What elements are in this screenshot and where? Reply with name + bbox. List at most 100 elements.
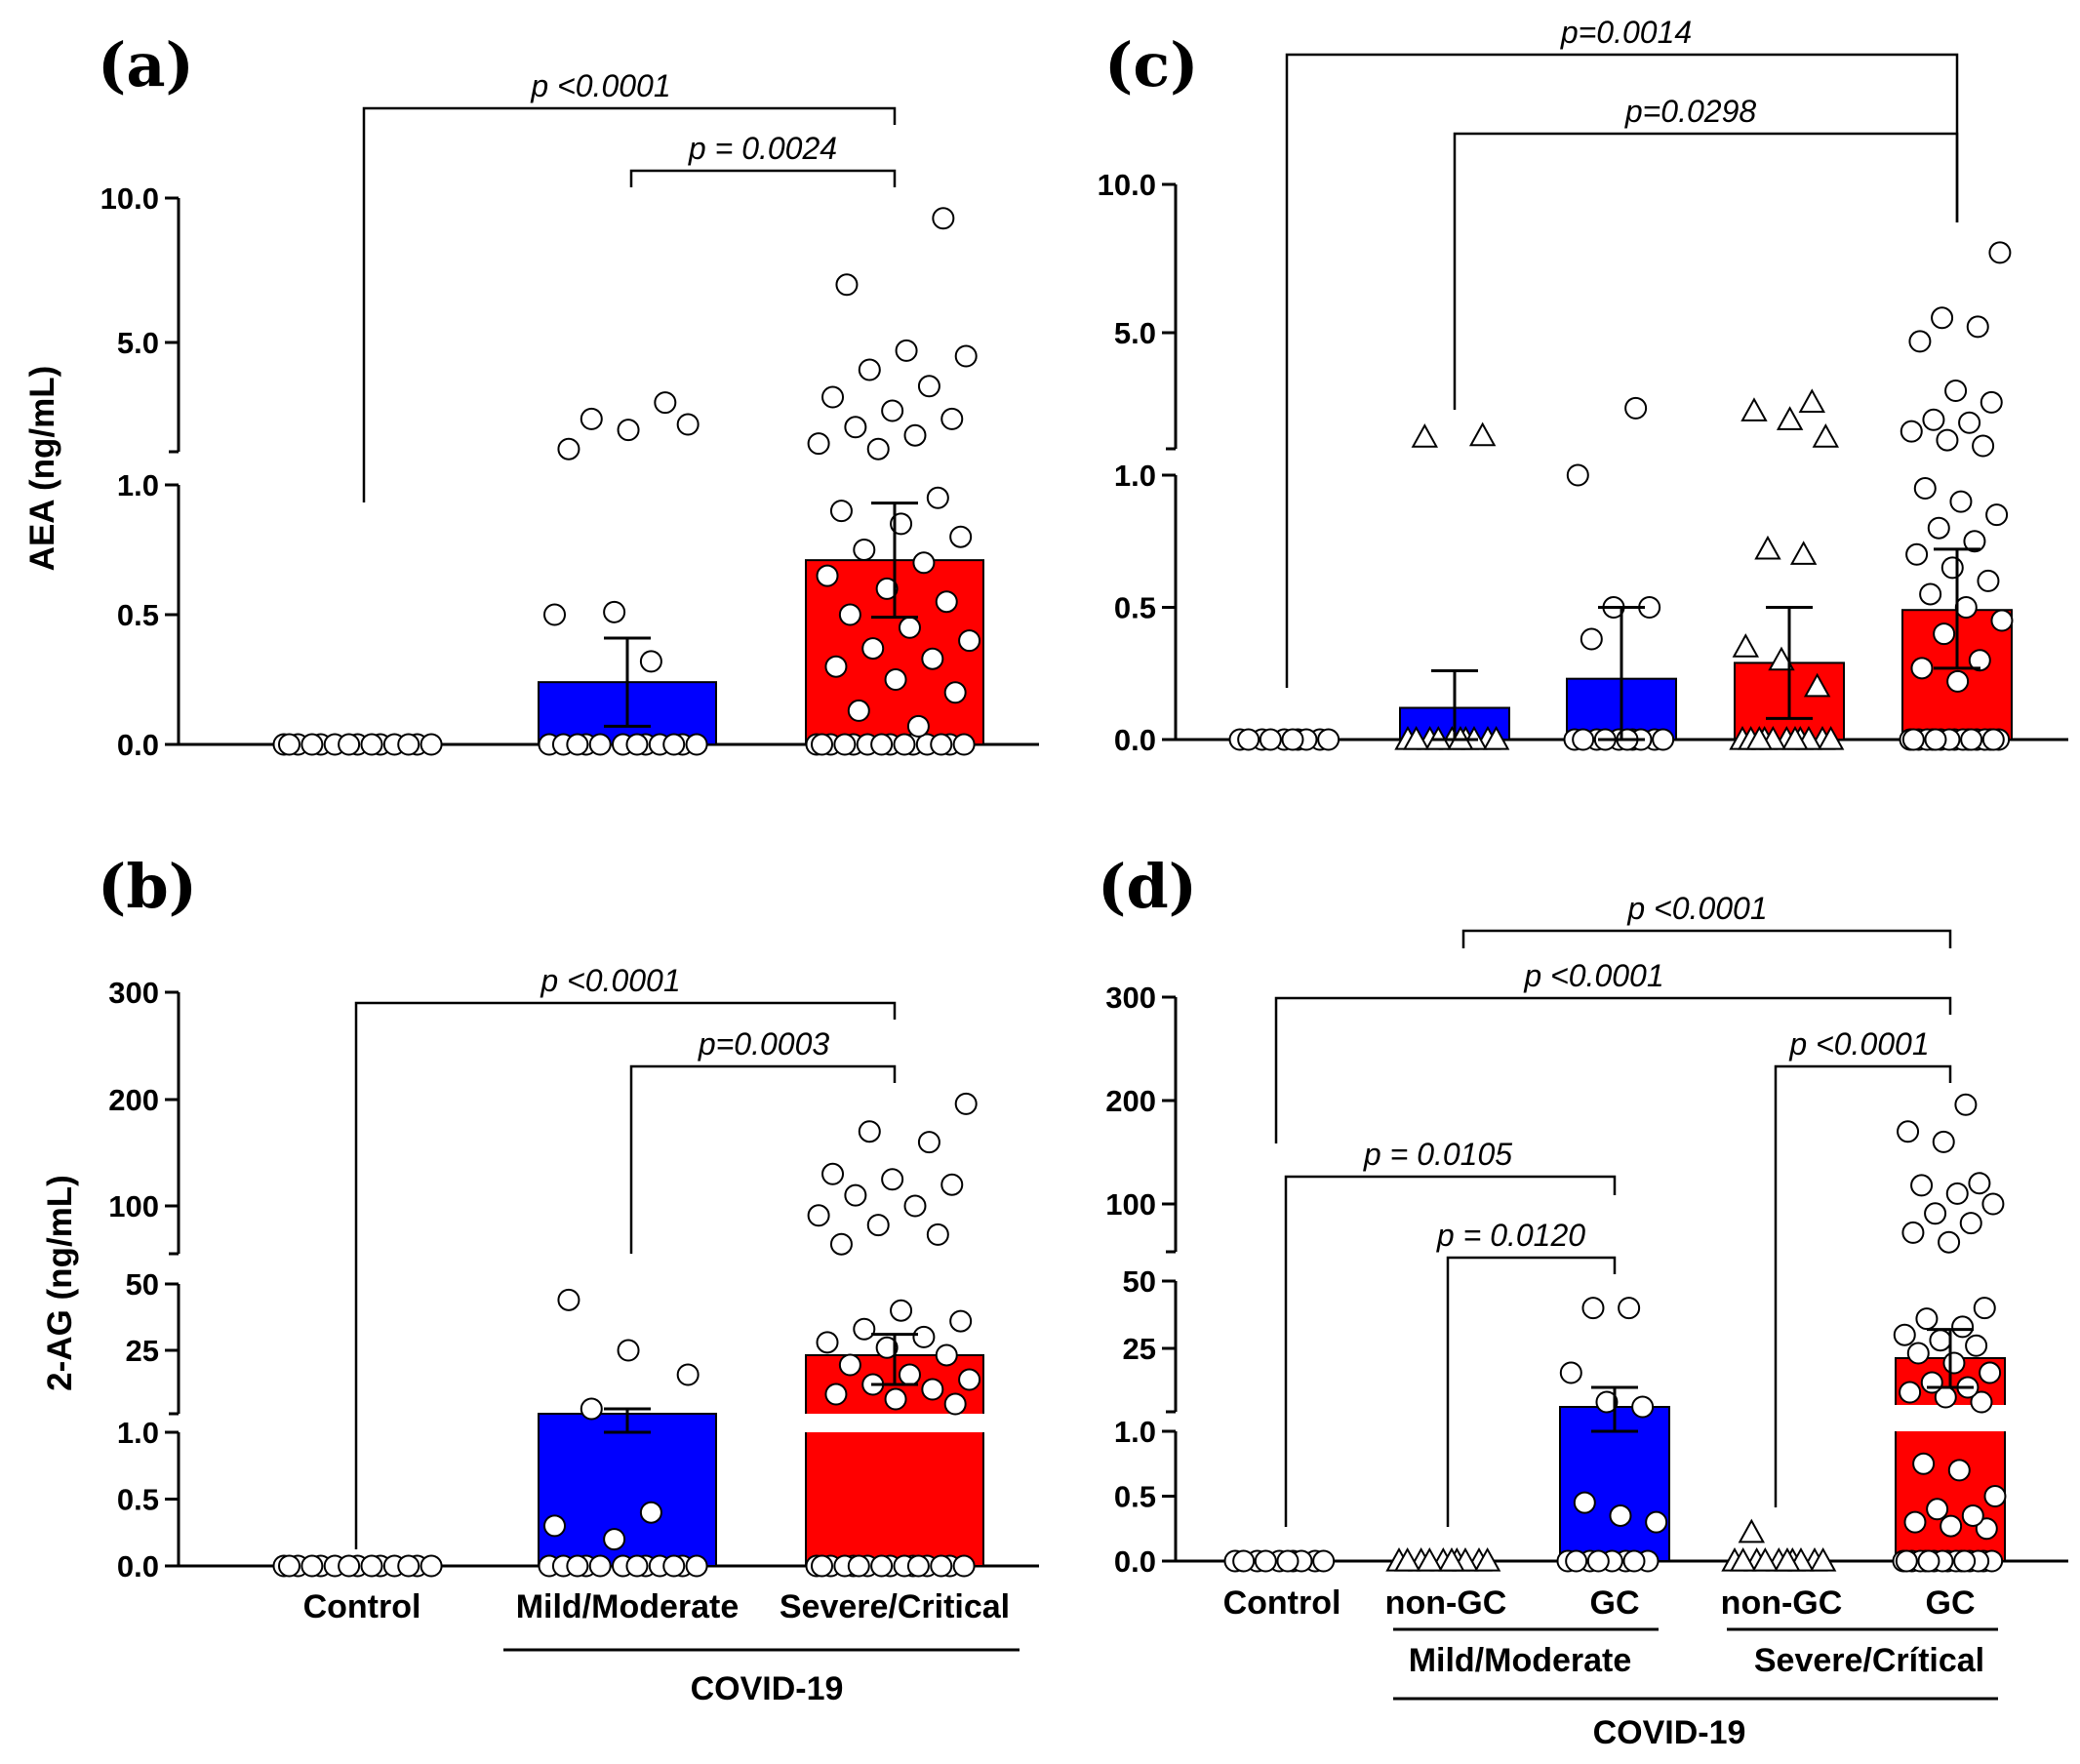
data-point [847, 699, 870, 722]
data-point [1938, 1230, 1961, 1254]
data-point [1402, 725, 1430, 750]
data-point [1473, 1546, 1501, 1572]
comparison-bracket [629, 169, 897, 187]
data-point [1953, 1549, 1977, 1573]
data-point [625, 1554, 649, 1578]
data-point [881, 399, 904, 422]
p-value-label: p <0.0001 [540, 963, 680, 998]
data-point [1968, 1172, 1991, 1195]
data-point [844, 1183, 867, 1207]
y-tick-label: 1.0 [1114, 1415, 1156, 1449]
data-point [662, 733, 686, 756]
bar-break-gap [1893, 1405, 2008, 1431]
data-point [1919, 582, 1942, 606]
data-point [838, 603, 861, 626]
data-point [1929, 1329, 1952, 1352]
p-value-label: p = 0.0105 [1363, 1137, 1512, 1172]
data-point [1652, 728, 1675, 751]
data-point [1729, 1546, 1757, 1572]
category-label: GC [1590, 1584, 1640, 1622]
data-point [1411, 423, 1439, 448]
data-point [1905, 542, 1929, 566]
data-point [1559, 1361, 1582, 1384]
category-label: Severe/Critical [780, 1588, 1010, 1625]
comparison-bracket [1274, 996, 1952, 1143]
data-point [1281, 728, 1304, 751]
data-point [1566, 463, 1589, 487]
data-point [958, 629, 981, 653]
data-point [543, 1514, 567, 1538]
y-tick-label: 50 [126, 1267, 159, 1302]
panel-c-chart: 0.0 0.5 1.0 5.0 10.0 p=0.0014 p=0.0298 [1098, 15, 2068, 757]
p-value-label: p <0.0001 [1523, 958, 1663, 993]
data-point [1910, 1174, 1934, 1197]
data-point [1809, 1546, 1837, 1572]
data-point [1942, 1351, 1966, 1375]
data-point [1949, 490, 1973, 513]
group-label-covid: COVID-19 [691, 1670, 844, 1707]
data-point [1944, 380, 1968, 402]
data-point [954, 344, 978, 368]
data-point [1981, 728, 2005, 751]
y-axis-title-2ag: 2-AG (ng/mL) [41, 1175, 79, 1391]
data-point [807, 432, 830, 456]
data-point [949, 525, 973, 548]
data-point [1908, 330, 1932, 353]
data-point [1624, 396, 1648, 420]
data-point [1573, 1491, 1596, 1514]
data-point [935, 590, 958, 614]
category-label: GC [1926, 1584, 1976, 1622]
data-point [588, 1554, 612, 1578]
data-point [1931, 306, 1954, 330]
data-point [617, 1339, 640, 1362]
data-point [1906, 1342, 1930, 1365]
data-point [1774, 1546, 1801, 1572]
data-point [1983, 1485, 2007, 1507]
data-point [1933, 622, 1956, 646]
data-point [1954, 596, 1978, 619]
data-point [811, 1554, 834, 1578]
data-point [639, 1501, 662, 1524]
data-point [943, 1392, 967, 1416]
data-point [926, 486, 949, 509]
data-point [875, 1336, 899, 1359]
data-point [952, 733, 976, 756]
panel-a-chart: 0.0 0.5 1.0 5.0 10.0 p <0.0001 p = 0.0024 [100, 68, 1039, 762]
data-point [1645, 1510, 1668, 1534]
data-point [816, 1331, 839, 1354]
data-point [858, 1120, 881, 1143]
data-point [1940, 556, 1964, 580]
data-point [1958, 411, 1981, 434]
data-point [685, 733, 708, 756]
data-point [1895, 1549, 1918, 1573]
data-point [821, 1162, 845, 1185]
data-point [1970, 1390, 1993, 1414]
y-tick-label: 25 [1123, 1332, 1156, 1366]
comparison-bracket [1285, 53, 1959, 688]
data-point [338, 733, 361, 756]
data-point [1754, 535, 1781, 560]
data-point [903, 1194, 927, 1218]
y-tick-label: 100 [1105, 1187, 1156, 1222]
data-point [1913, 477, 1937, 501]
data-point [1940, 1514, 1963, 1538]
data-point [1945, 1182, 1969, 1205]
data-point [1276, 1549, 1300, 1573]
data-point [625, 733, 649, 756]
data-point [580, 1397, 603, 1421]
data-point [397, 1554, 420, 1578]
data-point [300, 733, 324, 756]
data-point [557, 437, 580, 461]
category-label: Mild/Moderate [516, 1588, 740, 1625]
data-point [1926, 1498, 1949, 1521]
panel-d-chart: 0.0 0.5 1.0 25 50 100 200 300 p <0.0001 p <0.0001… [1105, 891, 2068, 1751]
category-label: non-GC [1721, 1584, 1843, 1622]
panel-label-d: (d) [1098, 851, 1197, 922]
data-point [1960, 728, 1983, 751]
data-point [639, 650, 662, 673]
data-point [1393, 1546, 1421, 1572]
data-point [397, 733, 420, 756]
data-point [861, 637, 885, 661]
panel-label-c: (c) [1104, 29, 1198, 100]
